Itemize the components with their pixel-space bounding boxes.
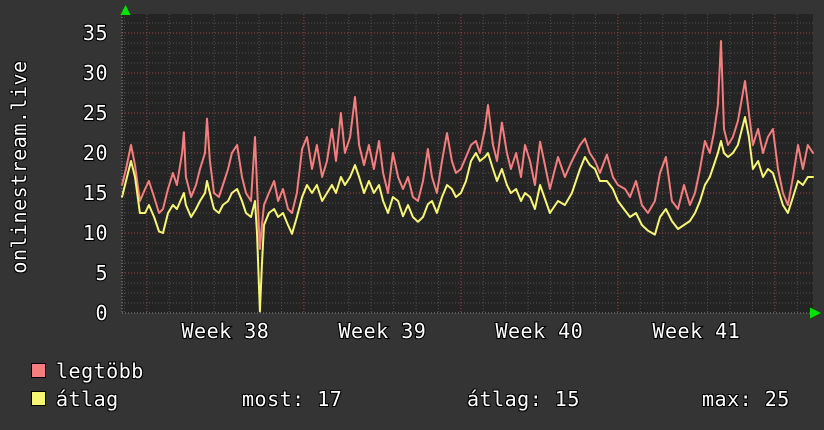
x-tick-labels: Week 38 Week 39 Week 40 Week 41 — [180, 318, 740, 344]
y-tick-label: 10 — [83, 221, 108, 245]
y-tick-label: 30 — [83, 61, 108, 85]
stat-atlag: átlag: 15 — [467, 387, 580, 411]
legend-label-legtobb: legtöbb — [56, 359, 144, 383]
axes — [120, 5, 821, 319]
series-line-atlag — [121, 116, 814, 313]
x-tick-label: Week 41 — [652, 319, 740, 343]
x-axis-arrow-right-icon — [810, 307, 821, 319]
series-lines — [121, 40, 814, 313]
x-tick-label: Week 38 — [181, 319, 269, 343]
y-tick-label: 15 — [83, 181, 108, 205]
stat-most: most: 17 — [242, 387, 343, 411]
y-tick-label: 20 — [83, 141, 108, 165]
y-tick-labels: 0 5 10 15 20 25 30 35 — [82, 20, 109, 326]
legend-swatch-atlag — [31, 391, 46, 406]
legend-label-atlag: átlag — [56, 387, 119, 411]
grid-minor-lines — [122, 14, 813, 313]
y-tick-label: 5 — [95, 261, 108, 285]
y-tick-label: 35 — [83, 21, 108, 45]
y-tick-label: 25 — [83, 101, 108, 125]
stat-max: max: 25 — [702, 387, 790, 411]
x-tick-label: Week 39 — [338, 319, 426, 343]
y-axis-arrow-up-icon — [120, 5, 131, 15]
legend-swatch-legtobb — [31, 363, 46, 378]
y-tick-label: 0 — [95, 301, 108, 325]
x-tick-label: Week 40 — [495, 319, 583, 343]
series-line-legtobb — [121, 40, 814, 250]
